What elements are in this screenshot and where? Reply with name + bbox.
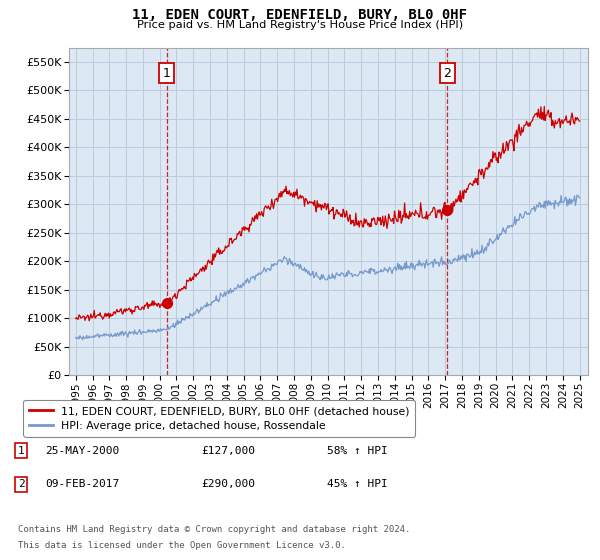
Text: 25-MAY-2000: 25-MAY-2000 [45,446,119,456]
Text: 2: 2 [17,479,25,489]
Text: This data is licensed under the Open Government Licence v3.0.: This data is licensed under the Open Gov… [18,542,346,550]
Text: 09-FEB-2017: 09-FEB-2017 [45,479,119,489]
Text: 1: 1 [163,67,170,80]
Text: Price paid vs. HM Land Registry's House Price Index (HPI): Price paid vs. HM Land Registry's House … [137,20,463,30]
Text: Contains HM Land Registry data © Crown copyright and database right 2024.: Contains HM Land Registry data © Crown c… [18,525,410,534]
Text: £290,000: £290,000 [201,479,255,489]
Text: 1: 1 [17,446,25,456]
Text: £127,000: £127,000 [201,446,255,456]
Text: 58% ↑ HPI: 58% ↑ HPI [327,446,388,456]
Legend: 11, EDEN COURT, EDENFIELD, BURY, BL0 0HF (detached house), HPI: Average price, d: 11, EDEN COURT, EDENFIELD, BURY, BL0 0HF… [23,400,415,436]
Text: 2: 2 [443,67,451,80]
Text: 45% ↑ HPI: 45% ↑ HPI [327,479,388,489]
Text: 11, EDEN COURT, EDENFIELD, BURY, BL0 0HF: 11, EDEN COURT, EDENFIELD, BURY, BL0 0HF [133,8,467,22]
